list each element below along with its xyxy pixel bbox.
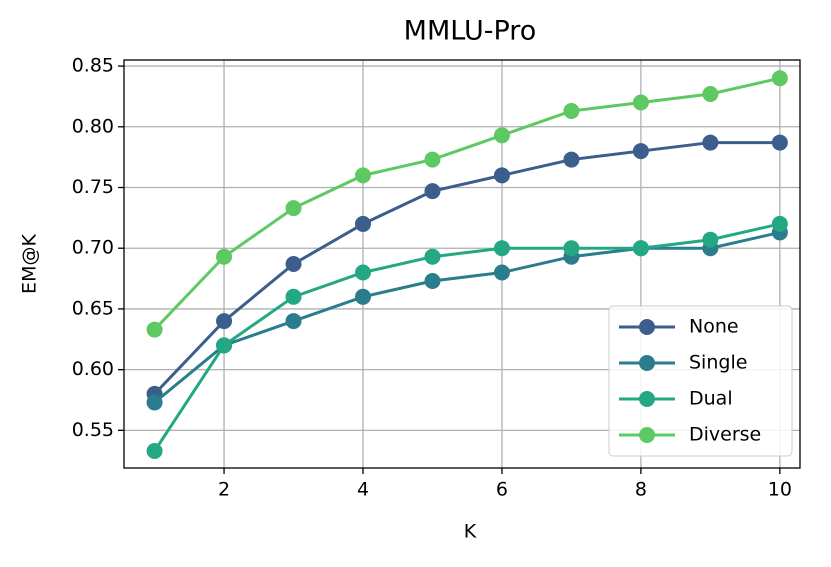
data-point xyxy=(702,231,719,248)
series-line xyxy=(153,76,781,331)
data-point xyxy=(702,86,719,102)
series-line xyxy=(153,222,781,452)
x-tick-label: 4 xyxy=(357,479,369,501)
series-line xyxy=(153,230,781,404)
y-tick-label: 0.75 xyxy=(72,176,114,198)
data-point xyxy=(424,151,441,168)
data-point xyxy=(563,151,580,168)
data-point xyxy=(354,288,371,305)
y-tick-label: 0.55 xyxy=(72,419,114,441)
legend-label: Dual xyxy=(689,388,733,410)
data-point xyxy=(493,167,510,184)
legend-label: Single xyxy=(689,352,747,374)
data-point xyxy=(563,240,580,257)
series-line xyxy=(153,141,780,395)
legend-marker xyxy=(639,391,655,407)
data-point xyxy=(632,240,649,257)
y-tick-label: 0.60 xyxy=(72,358,114,380)
legend-label: None xyxy=(689,316,739,338)
x-tick-label: 6 xyxy=(496,479,508,501)
x-tick-label: 2 xyxy=(218,479,230,501)
data-point xyxy=(702,134,719,151)
legend-label: Diverse xyxy=(689,424,761,446)
data-point xyxy=(424,273,441,289)
legend-marker xyxy=(639,319,655,335)
data-point xyxy=(285,200,302,217)
data-point xyxy=(285,313,302,330)
data-point xyxy=(424,183,441,200)
data-point xyxy=(216,337,233,354)
data-point xyxy=(632,94,649,111)
y-tick-label: 0.70 xyxy=(72,237,114,259)
data-point xyxy=(146,321,163,338)
data-point xyxy=(146,443,163,459)
legend-marker xyxy=(639,355,655,371)
data-point xyxy=(771,70,788,87)
data-point xyxy=(354,264,371,281)
plot-frame xyxy=(123,59,801,469)
data-point xyxy=(493,127,510,144)
data-point xyxy=(146,394,163,411)
x-tick-label: 10 xyxy=(768,479,792,501)
x-axis-label: K xyxy=(464,521,477,543)
data-point xyxy=(216,248,233,265)
data-point xyxy=(285,288,302,305)
legend-marker xyxy=(639,427,655,443)
data-point xyxy=(493,240,510,257)
data-point xyxy=(563,103,580,119)
y-tick-label: 0.85 xyxy=(72,55,114,77)
y-tick-label: 0.80 xyxy=(72,115,114,137)
x-tick-label: 8 xyxy=(635,479,647,501)
data-point xyxy=(632,143,649,160)
data-point xyxy=(354,167,371,184)
data-point xyxy=(354,215,371,232)
y-axis-label: EM@K xyxy=(19,234,41,294)
data-point xyxy=(216,313,233,330)
data-point xyxy=(285,256,302,272)
y-tick-label: 0.65 xyxy=(72,297,114,319)
chart-title: MMLU-Pro xyxy=(404,16,537,47)
legend-box xyxy=(608,305,793,457)
data-point xyxy=(424,248,441,265)
data-point xyxy=(771,215,788,232)
data-point xyxy=(493,264,510,281)
data-point xyxy=(771,134,788,151)
